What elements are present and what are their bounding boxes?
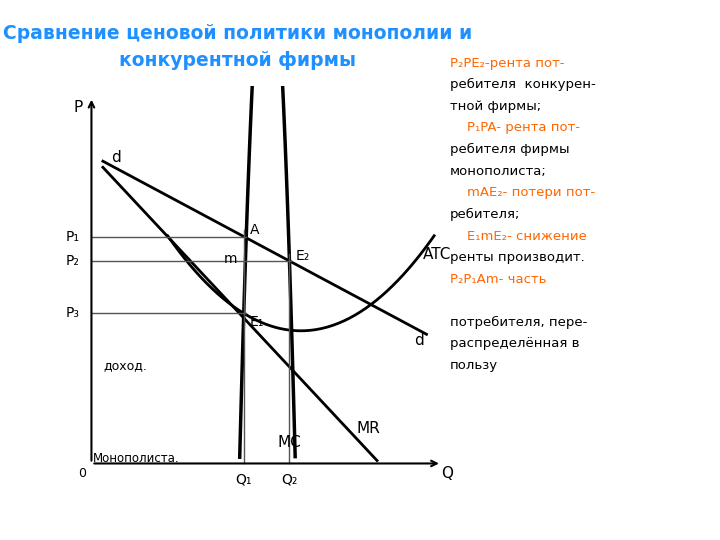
Text: потребителя, пере-: потребителя, пере- (450, 316, 588, 329)
Text: ребителя;: ребителя; (450, 208, 521, 221)
Text: P₃: P₃ (66, 306, 79, 320)
Text: ребителя  конкурен-: ребителя конкурен- (450, 78, 595, 91)
Text: Монополиста.: Монополиста. (94, 452, 180, 465)
Text: m: m (224, 252, 237, 266)
Text: d: d (112, 150, 121, 165)
Text: конкурентной фирмы: конкурентной фирмы (119, 51, 356, 70)
Text: 0: 0 (78, 468, 86, 481)
Text: доход.: доход. (103, 359, 147, 372)
Text: тной фирмы;: тной фирмы; (450, 100, 541, 113)
Text: Q: Q (441, 467, 454, 482)
Text: Q₁: Q₁ (235, 472, 252, 486)
Text: A: A (249, 222, 259, 237)
Text: ATC: ATC (423, 247, 451, 262)
Text: пользу: пользу (450, 359, 498, 372)
Text: P₂P₁Am- часть: P₂P₁Am- часть (450, 273, 546, 286)
Text: P: P (73, 100, 83, 116)
Text: Q₂: Q₂ (282, 472, 297, 486)
Text: ренты производит.: ренты производит. (450, 251, 585, 264)
Text: E₁mE₂- снижение: E₁mE₂- снижение (450, 230, 587, 242)
Text: E₂: E₂ (295, 249, 310, 263)
Text: MC: MC (278, 435, 301, 450)
Text: E₁: E₁ (249, 315, 264, 329)
Text: P₁: P₁ (66, 230, 79, 244)
Text: mAE₂- потери пот-: mAE₂- потери пот- (450, 186, 595, 199)
Text: P₂PE₂-рента пот-: P₂PE₂-рента пот- (450, 57, 564, 70)
Text: монополиста;: монополиста; (450, 165, 546, 178)
Text: d: d (414, 333, 424, 348)
Text: MR: MR (356, 421, 380, 436)
Text: ребителя фирмы: ребителя фирмы (450, 143, 570, 156)
Text: P₁PA- рента пот-: P₁PA- рента пот- (450, 122, 580, 134)
Text: распределённая в: распределённая в (450, 338, 580, 350)
Text: P₂: P₂ (66, 254, 79, 268)
Text: Сравнение ценовой политики монополии и: Сравнение ценовой политики монополии и (3, 24, 472, 43)
